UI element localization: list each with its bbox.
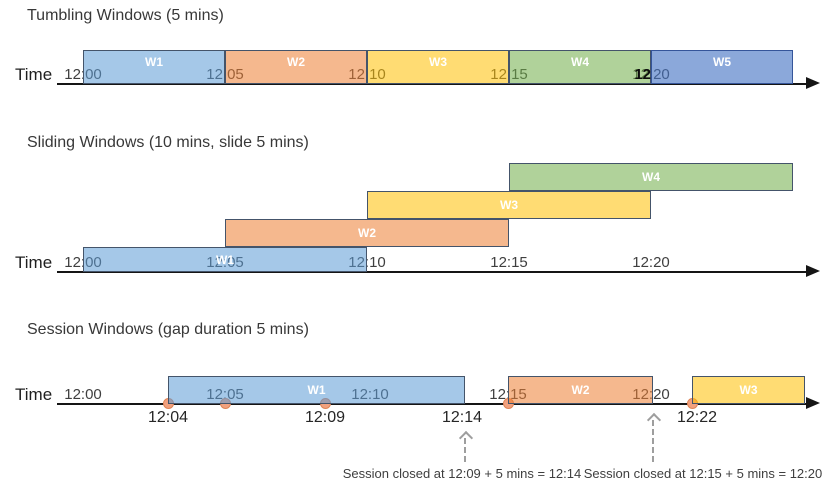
session-close-arrow-line	[464, 438, 466, 462]
window-box: W3	[367, 50, 509, 84]
section-title: Session Windows (gap duration 5 mins)	[27, 321, 309, 338]
time-axis-line	[57, 403, 806, 405]
window-label: W3	[429, 55, 447, 69]
event-time-label: 12:22	[676, 409, 718, 426]
session-close-arrow-icon	[458, 430, 474, 446]
window-box: W3	[367, 191, 651, 219]
window-label: W4	[571, 55, 589, 69]
session-close-arrow-line	[652, 420, 654, 462]
axis-arrowhead-icon	[806, 397, 820, 409]
section-title: Sliding Windows (10 mins, slide 5 mins)	[27, 134, 309, 151]
section-title: Tumbling Windows (5 mins)	[27, 7, 224, 24]
window-box: W4	[509, 50, 651, 84]
window-label: W2	[358, 226, 376, 240]
session-close-caption: Session closed at 12:15 + 5 mins = 12:20	[583, 466, 823, 481]
window-label: W1	[216, 252, 234, 267]
window-box: W5	[651, 50, 793, 84]
event-time-label: 12:04	[147, 409, 189, 426]
tick-label: 12:20	[632, 254, 670, 271]
window-label: W2	[571, 383, 590, 397]
tick-label-emphasis: 12	[634, 66, 651, 83]
window-label: W3	[500, 198, 518, 212]
session-close-caption: Session closed at 12:09 + 5 mins = 12:14	[342, 466, 582, 481]
axis-arrowhead-icon	[806, 265, 820, 277]
time-axis-label: Time	[15, 253, 53, 272]
time-axis-label: Time	[15, 385, 53, 404]
tick-label: 12:00	[64, 386, 102, 403]
window-label: W4	[642, 170, 660, 184]
window-box: W2	[225, 50, 367, 84]
window-box: W3	[692, 376, 805, 404]
window-box: W2	[508, 376, 653, 404]
window-box: W1	[168, 376, 465, 404]
time-axis-line	[57, 271, 806, 273]
window-box: W2	[225, 219, 509, 247]
window-label: W5	[713, 55, 731, 69]
event-time-label: 12:14	[441, 409, 483, 426]
window-label: W2	[287, 55, 305, 69]
window-box: W1	[83, 50, 225, 84]
window-box: W1	[83, 247, 367, 272]
time-axis-label: Time	[15, 65, 53, 84]
window-label: W1	[307, 383, 326, 397]
time-axis-line	[57, 83, 806, 85]
session-close-arrow-icon	[646, 412, 662, 428]
tick-label: 12:15	[490, 254, 528, 271]
window-box: W4	[509, 163, 793, 191]
window-label: W1	[145, 55, 163, 69]
event-time-label: 12:09	[304, 409, 346, 426]
axis-arrowhead-icon	[806, 77, 820, 89]
window-label: W3	[739, 383, 758, 397]
